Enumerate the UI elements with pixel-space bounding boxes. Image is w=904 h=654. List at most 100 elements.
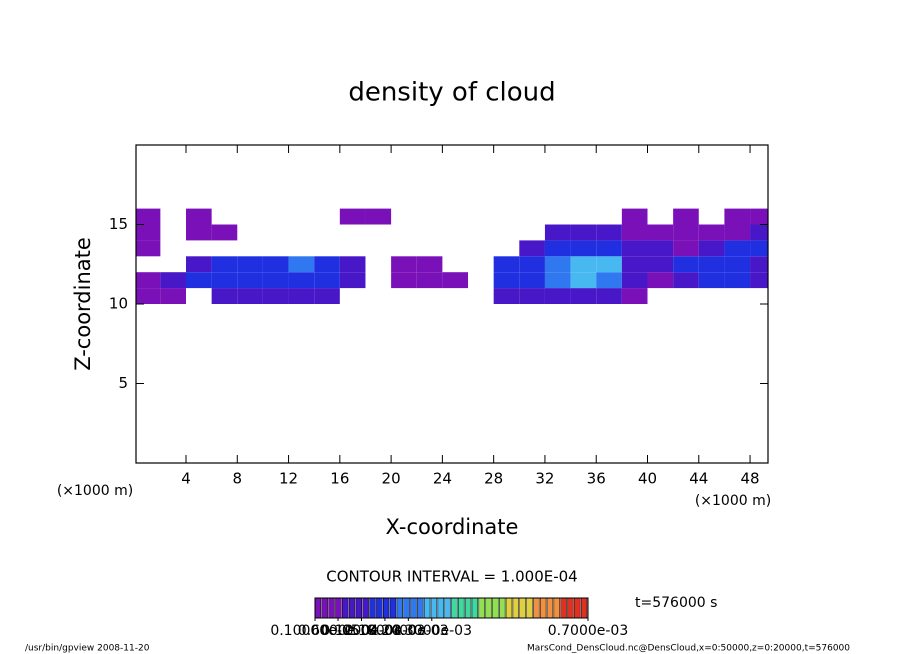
colorbar-stripe	[526, 597, 533, 619]
colorbar-stripe	[574, 597, 581, 619]
footer-right: MarsCond_DensCloud.nc@DensCloud,x=0:5000…	[527, 644, 850, 654]
x-unit: (×1000 m)	[695, 493, 771, 509]
heat-cell	[750, 272, 768, 289]
heat-cell	[724, 256, 751, 273]
heat-cell	[698, 256, 725, 273]
colorbar-stripe	[396, 597, 403, 619]
heat-cell	[698, 224, 725, 241]
colorbar-stripe	[444, 597, 451, 619]
heat-cell	[750, 240, 768, 257]
colorbar-stripe	[512, 597, 519, 619]
heat-cell	[493, 288, 520, 304]
heat-cell	[262, 288, 289, 304]
colorbar-tick-label: 0.2400e-03	[368, 623, 448, 639]
colorbar-stripe	[342, 597, 349, 619]
heat-cell	[211, 256, 238, 273]
heat-cell	[136, 288, 161, 304]
x-axis-label: X-coordinate	[386, 515, 519, 539]
heat-cell	[314, 288, 340, 304]
heat-cell	[647, 224, 674, 241]
heat-cell	[339, 272, 366, 289]
heat-cell	[262, 256, 289, 273]
colorbar-stripe	[478, 597, 485, 619]
colorbar-stripe	[499, 597, 506, 619]
heat-cell	[570, 240, 597, 257]
heat-cell	[596, 224, 622, 241]
x-tick-label: 20	[382, 470, 401, 488]
heat-cell	[416, 272, 443, 289]
colorbar-stripe	[492, 597, 499, 619]
colorbar-tick-label: 0.10000e-05	[270, 623, 359, 639]
heat-cell	[544, 272, 571, 289]
x-tick-label: 28	[484, 470, 503, 488]
colorbar-stripe	[314, 597, 322, 619]
colorbar-tick-label: 0.3000e-03	[392, 623, 472, 639]
colorbar-stripe	[505, 597, 513, 619]
heat-cell	[288, 256, 315, 273]
heat-cell	[570, 256, 597, 273]
x-tick-label: 24	[433, 470, 452, 488]
colorbar-stripe	[437, 597, 444, 619]
x-tick-label: 8	[233, 470, 243, 488]
heat-cell	[185, 224, 212, 241]
heat-cell	[621, 272, 648, 289]
heat-cell	[211, 288, 238, 304]
heat-cell	[136, 224, 161, 241]
heat-cell	[544, 240, 571, 257]
heat-cell	[544, 224, 571, 241]
heat-cell	[621, 256, 648, 273]
colorbar-stripe	[369, 597, 376, 619]
heat-cell	[621, 288, 648, 304]
heat-cell	[493, 256, 520, 273]
colorbar-stripe	[485, 597, 492, 619]
colorbar-stripe	[362, 597, 369, 619]
colorbar-tick-label: 0.1800e-03	[345, 623, 425, 639]
chart-title: density of cloud	[348, 78, 555, 108]
time-label: t=576000 s	[635, 595, 717, 611]
heat-cell	[570, 288, 597, 304]
heat-cell	[237, 288, 263, 304]
heat-cell	[698, 240, 725, 257]
heat-cell	[724, 272, 751, 289]
heat-cell	[621, 224, 648, 241]
x-tick-label: 40	[638, 470, 657, 488]
x-unit: (×1000 m)	[57, 483, 133, 499]
heat-cell	[288, 272, 315, 289]
colorbar-tick-label: 0.7000e-03	[548, 623, 628, 639]
heat-cell	[596, 240, 622, 257]
colorbar-stripe	[560, 597, 567, 619]
colorbar-stripe	[389, 597, 397, 619]
heat-cell	[339, 208, 366, 225]
heat-cell	[288, 288, 315, 304]
heat-cell	[237, 256, 263, 273]
x-tick-label: 4	[181, 470, 191, 488]
colorbar-stripe	[567, 597, 574, 619]
colorbar-stripe	[430, 597, 438, 619]
x-tick-label: 36	[587, 470, 606, 488]
heat-cell	[262, 272, 289, 289]
heat-cell	[750, 224, 768, 241]
heat-cell	[519, 288, 545, 304]
colorbar-stripe	[458, 597, 465, 619]
heat-cell	[698, 272, 725, 289]
heat-cell	[570, 224, 597, 241]
heat-cell	[519, 256, 545, 273]
heat-cell	[570, 272, 597, 289]
colorbar-stripe	[423, 597, 431, 619]
heat-cell	[185, 272, 212, 289]
x-tick-label: 12	[279, 470, 298, 488]
colorbar-stripe	[546, 597, 554, 619]
heat-cell	[365, 208, 392, 225]
heat-cell	[621, 240, 648, 257]
heat-cell	[544, 288, 571, 304]
heat-cell	[339, 256, 366, 273]
heat-cell	[724, 240, 751, 257]
heat-cell	[544, 256, 571, 273]
heat-cell	[596, 272, 622, 289]
heat-cell	[314, 256, 340, 273]
heat-cell	[673, 256, 699, 273]
heat-cell	[136, 272, 161, 289]
heat-cell	[673, 272, 699, 289]
x-tick-label: 32	[535, 470, 554, 488]
